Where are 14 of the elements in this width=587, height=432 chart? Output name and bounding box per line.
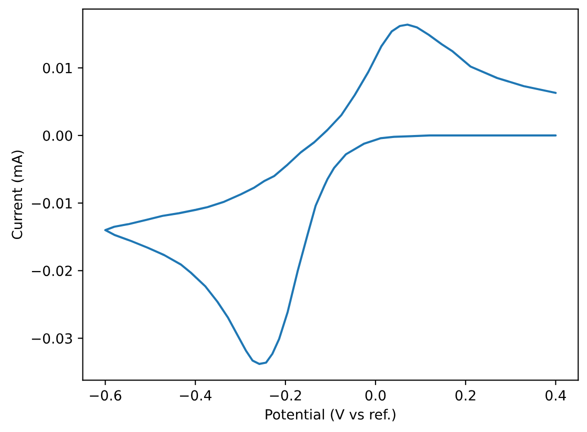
y-tick-label: −0.02 (32, 266, 72, 276)
y-axis-title: Current (mA) (12, 150, 24, 240)
x-tick-label: −0.4 (180, 390, 212, 401)
x-tick-label: −0.2 (270, 390, 301, 401)
x-tick-label: 0.4 (546, 390, 566, 401)
x-axis-title: Potential (V vs ref.) (266, 408, 396, 422)
y-tick-label: −0.03 (32, 333, 72, 344)
y-tick-label: 0.01 (43, 62, 72, 74)
y-tick-label: −0.01 (32, 198, 72, 209)
line-series (104, 24, 557, 365)
x-tick-label: −0.6 (90, 390, 122, 401)
x-tick-label: 0.0 (365, 390, 386, 401)
y-tick-label: 0.00 (43, 130, 72, 141)
x-tick-label: 0.2 (455, 390, 476, 401)
